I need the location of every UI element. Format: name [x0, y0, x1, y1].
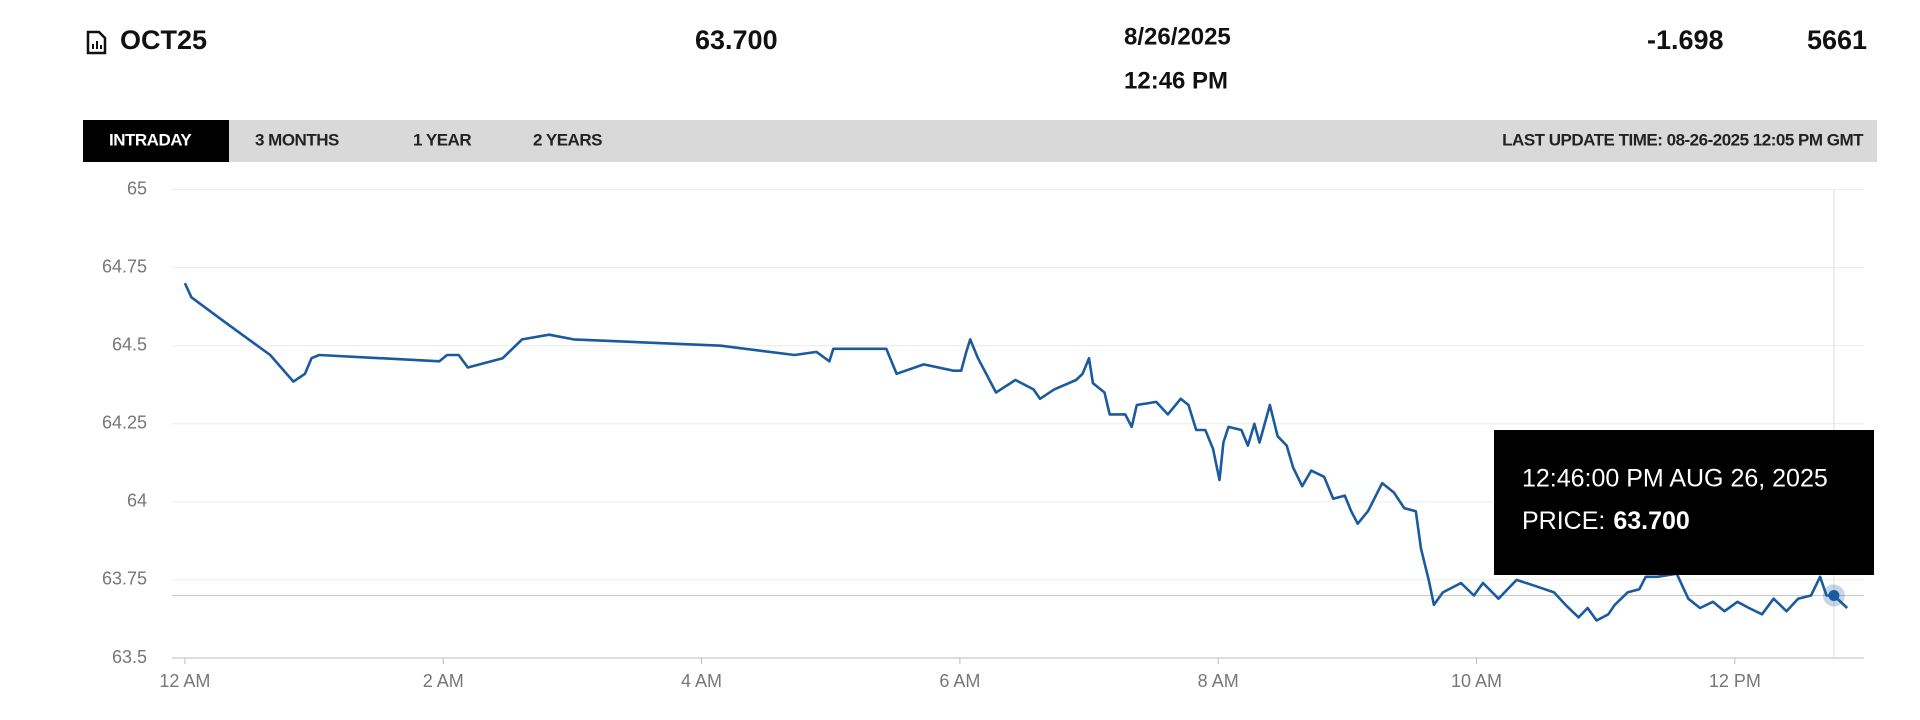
tooltip-price-prefix: PRICE: [1522, 507, 1605, 535]
x-tick-label: 10 AM [1451, 671, 1502, 691]
price: 63.700 [695, 25, 778, 55]
time: 12:46 PM [1124, 67, 1228, 94]
tooltip-box [1494, 430, 1874, 575]
x-tick-label: 12 AM [159, 671, 210, 691]
x-tick-label: 4 AM [681, 671, 722, 691]
tab-bar [83, 120, 1877, 162]
y-tick-label: 64.25 [102, 413, 147, 433]
tab[interactable]: 2 YEARS [533, 130, 603, 149]
tab[interactable]: 3 MONTHS [255, 130, 340, 149]
tab[interactable]: 1 YEAR [413, 130, 472, 149]
x-tick-label: 6 AM [939, 671, 980, 691]
y-tick-label: 63.75 [102, 569, 147, 589]
tooltip-price-line: PRICE: 63.700 [1522, 507, 1690, 535]
x-tick-label: 2 AM [423, 671, 464, 691]
plot: 63.5 63.75 64 64.25 64.5 64.75 65 12 AM 2 AM 4 AM… [102, 178, 1874, 691]
tooltip: 12:46:00 PM AUG 26, 2025 PRICE: 63.700 [1494, 430, 1874, 575]
active-tab[interactable] [83, 120, 229, 162]
price-line [183, 282, 1849, 622]
x-tick-label: 8 AM [1198, 671, 1239, 691]
symbol: OCT25 [120, 25, 207, 55]
x-tick-label: 12 PM [1709, 671, 1761, 691]
volume: 5661 [1807, 25, 1867, 55]
last-update: LAST UPDATE TIME: 08-26-2025 12:05 PM GM… [1502, 130, 1864, 149]
y-tick-label: 64.75 [102, 256, 147, 276]
y-tick-label: 65 [127, 178, 147, 198]
chart-icon [86, 30, 107, 55]
y-tick-label: 64 [127, 491, 147, 511]
date: 8/26/2025 [1124, 23, 1231, 50]
change: -1.698 [1647, 25, 1724, 55]
y-tick-label: 64.5 [112, 334, 147, 354]
hover-point [1828, 590, 1840, 602]
y-tick-label: 63.5 [112, 647, 147, 667]
tooltip-price: 63.700 [1613, 507, 1689, 535]
tooltip-time: 12:46:00 PM AUG 26, 2025 [1522, 465, 1828, 493]
tab[interactable]: INTRADAY [109, 130, 193, 149]
